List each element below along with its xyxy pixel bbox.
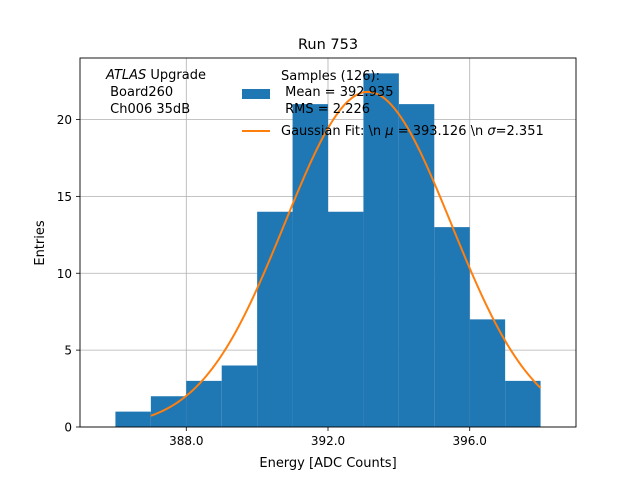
legend: Samples (126): Mean = 392.935 RMS = 2.22… — [242, 69, 544, 139]
svg-text:ATLAS Upgrade: ATLAS Upgrade — [105, 68, 206, 83]
legend-samples-swatch — [242, 89, 270, 99]
histogram-bar — [363, 73, 399, 427]
y-tick-label: 5 — [64, 344, 72, 358]
x-tick-label: 388.0 — [169, 434, 203, 448]
histogram-bar — [505, 380, 541, 427]
y-tick-label: 10 — [57, 267, 72, 281]
upgrade-label: Upgrade — [146, 68, 206, 83]
histogram-bar — [328, 211, 364, 427]
y-tick-label: 0 — [64, 421, 72, 435]
y-axis-label: Entries — [33, 220, 48, 266]
board-label: Board260 — [106, 85, 173, 100]
histogram-bar — [221, 365, 258, 427]
channel-label: Ch006 35dB — [106, 102, 190, 117]
histogram-bar — [434, 227, 470, 427]
x-tick-label: 396.0 — [453, 434, 487, 448]
legend-samples-line1: Samples (126): — [281, 69, 380, 84]
legend-samples-line3: RMS = 2.226 — [281, 102, 370, 117]
legend-samples-line2: Mean = 392.935 — [281, 85, 393, 100]
histogram-bar — [257, 211, 293, 427]
histogram-bar — [115, 411, 151, 427]
gaussian-fit-curve — [150, 90, 542, 417]
chart-title: Run 753 — [298, 37, 358, 53]
histogram-bar — [469, 319, 506, 427]
axis-ticks: 388.0 392.0 396.0 0 5 10 15 20 — [57, 113, 487, 448]
x-axis-label: Energy [ADC Counts] — [259, 456, 396, 471]
legend-fit-label: Gaussian Fit: \n μ = 393.126 \n σ=2.351 — [281, 124, 544, 139]
histogram-bar — [292, 104, 328, 427]
atlas-annotation: ATLAS Upgrade Board260 Ch006 35dB — [105, 68, 206, 117]
y-tick-label: 20 — [57, 113, 72, 127]
x-tick-label: 392.0 — [311, 434, 345, 448]
histogram-bar — [186, 380, 222, 427]
atlas-label: ATLAS — [105, 68, 146, 83]
y-tick-label: 15 — [57, 190, 72, 204]
histogram-bar — [398, 104, 435, 427]
